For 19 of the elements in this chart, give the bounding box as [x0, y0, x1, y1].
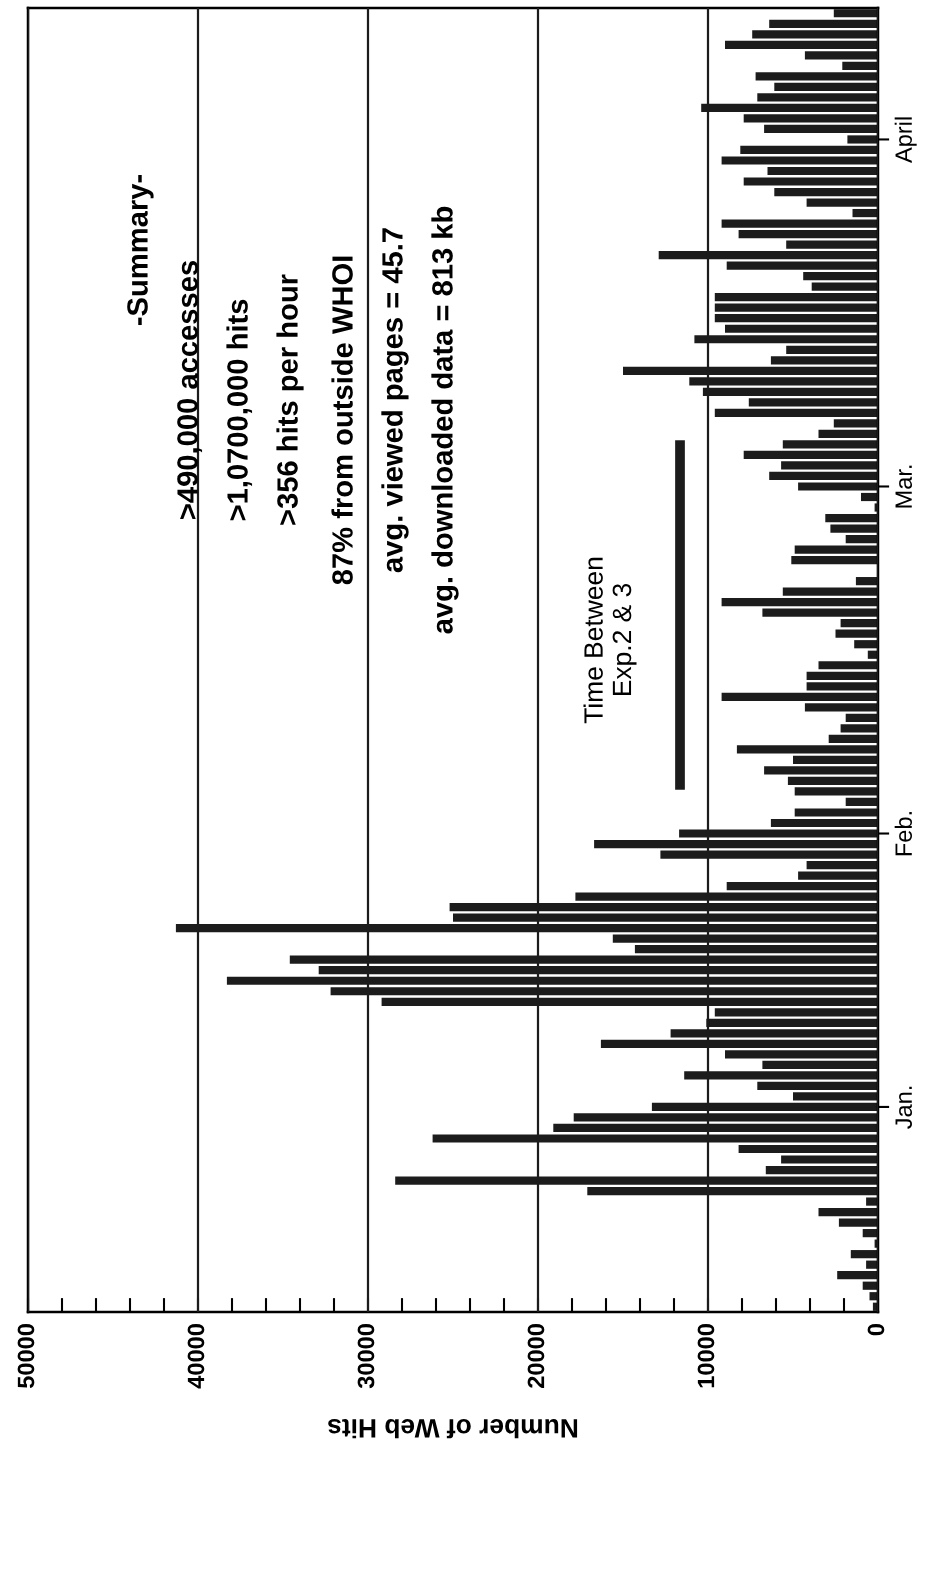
- x-tick-label: 50000: [17, 1324, 35, 1389]
- annotation: 87% from outside WHOI: [331, 256, 353, 585]
- y-tick-label: April: [894, 117, 917, 164]
- x-tick-label: 0: [867, 1324, 885, 1336]
- y-tick-label: Feb.: [894, 812, 913, 856]
- annotation: >490,000 accesses: [177, 261, 203, 519]
- annotation: Time Between Exp.2 & 3: [583, 557, 637, 724]
- annotation: -Summary-: [127, 174, 154, 326]
- y-tick-label: Mar.: [895, 465, 913, 508]
- x-tick-label: 10000: [697, 1324, 715, 1388]
- y-tick-label: Jan.: [895, 1086, 913, 1129]
- annotation: avg. downloaded data = 813 kb: [431, 206, 459, 634]
- annotation: >356 hits per hour: [276, 274, 304, 525]
- x-tick-label: 20000: [527, 1324, 545, 1388]
- annotation: >1,0700,000 hits: [226, 299, 253, 521]
- x-tick-label: 40000: [187, 1324, 205, 1389]
- x-axis-title: Number of Web Hits: [328, 1418, 578, 1439]
- annotation: avg. viewed pages = 45.7: [381, 228, 409, 573]
- x-tick-label: 30000: [357, 1324, 375, 1389]
